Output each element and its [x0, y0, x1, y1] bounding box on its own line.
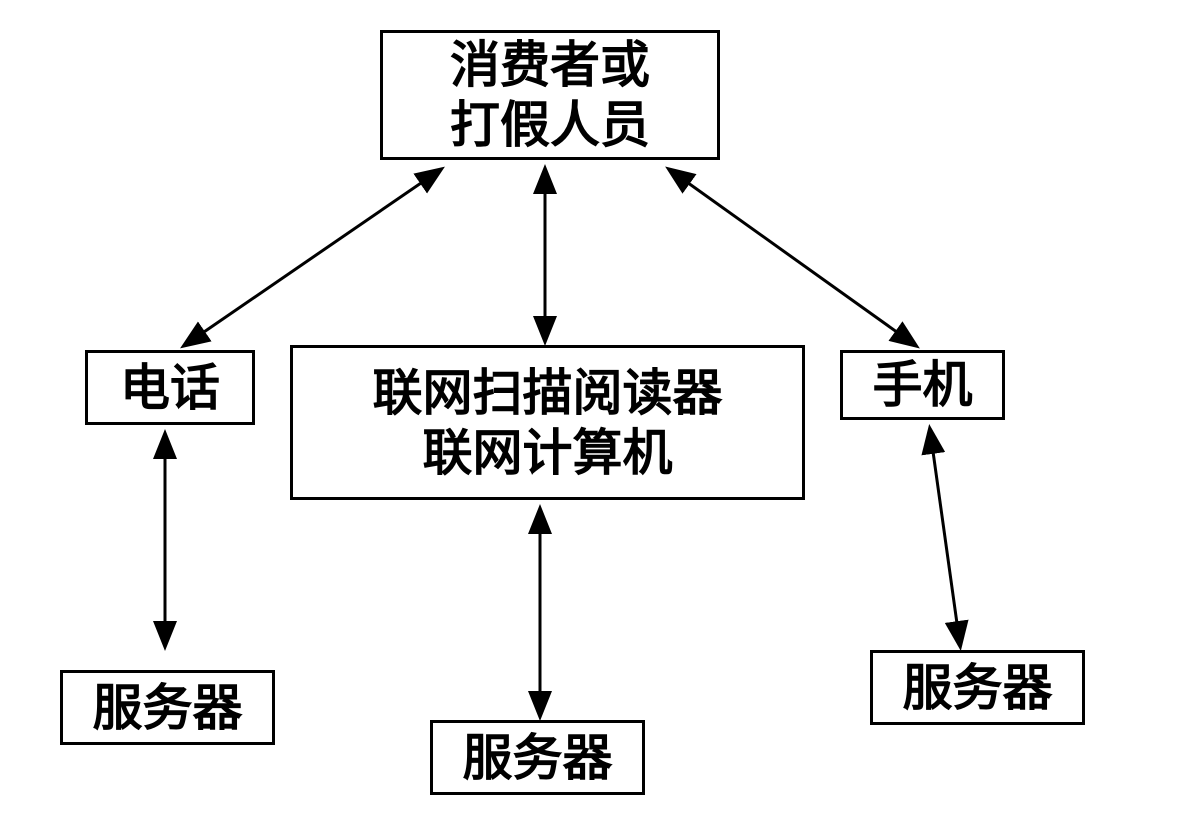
node-server-left: 服务器 [60, 670, 275, 745]
node-server-center: 服务器 [430, 720, 645, 795]
node-left: 电话 [85, 350, 255, 425]
node-center-line2: 联网计算机 [373, 423, 723, 483]
node-center: 联网扫描阅读器 联网计算机 [290, 345, 805, 500]
edge-top-left [185, 170, 440, 345]
node-right-label: 手机 [873, 355, 973, 415]
edge-right-server [930, 430, 960, 645]
node-top-line1: 消费者或 [450, 35, 650, 95]
node-server-left-label: 服务器 [93, 678, 243, 738]
node-top: 消费者或 打假人员 [380, 30, 720, 160]
node-top-line2: 打假人员 [450, 95, 650, 155]
node-center-line1: 联网扫描阅读器 [373, 363, 723, 423]
node-right: 手机 [840, 350, 1005, 420]
node-server-right: 服务器 [870, 650, 1085, 725]
edge-top-right [670, 170, 915, 345]
node-server-right-label: 服务器 [903, 658, 1053, 718]
node-server-center-label: 服务器 [463, 728, 613, 788]
node-left-label: 电话 [120, 358, 220, 418]
